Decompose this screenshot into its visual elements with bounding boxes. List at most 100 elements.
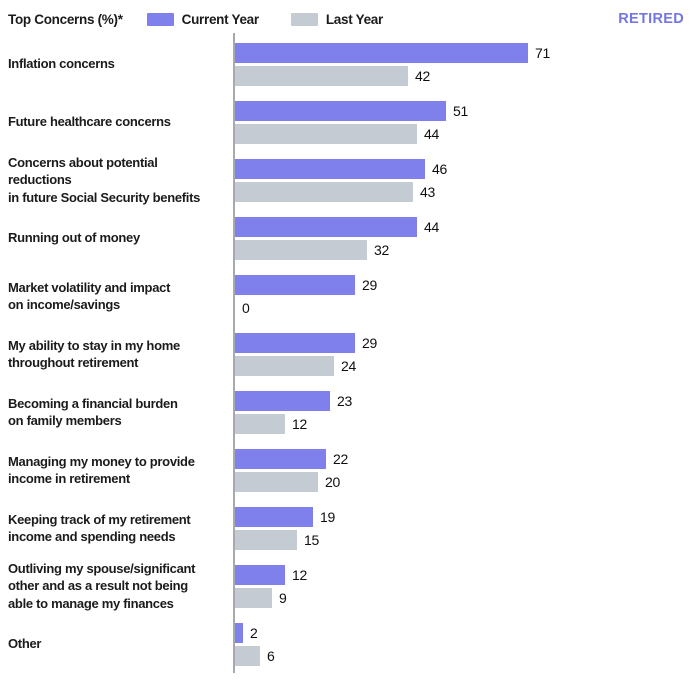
category-label: Keeping track of my retirement income an… [8, 511, 191, 544]
chart-row: Future healthcare concerns 51 44 [0, 93, 690, 151]
bar-last-year [235, 645, 260, 666]
value-label-last-year: 24 [341, 357, 356, 374]
bar-current-year [235, 448, 326, 469]
chart-row: Other 2 6 [0, 615, 690, 673]
value-label-current-year: 12 [292, 566, 307, 583]
value-label-current-year: 19 [320, 508, 335, 525]
category-label: Other [8, 636, 42, 652]
category-label: Managing my money to provide income in r… [8, 453, 195, 486]
value-label-current-year: 2 [250, 624, 258, 641]
bar-last-year [235, 355, 334, 376]
bar-line-current-year: 29 [235, 332, 690, 353]
chart-row: Becoming a financial burden on family me… [0, 383, 690, 441]
bar-current-year [235, 506, 313, 527]
bar-group: 22 20 [233, 448, 690, 492]
bar-group: 51 44 [233, 100, 690, 144]
value-label-last-year: 42 [415, 67, 430, 84]
bar-group: 29 24 [233, 332, 690, 376]
bar-group: 44 32 [233, 216, 690, 260]
bar-line-last-year: 15 [235, 529, 690, 550]
chart-row: Managing my money to provide income in r… [0, 441, 690, 499]
bar-last-year [235, 123, 417, 144]
value-label-current-year: 29 [362, 334, 377, 351]
legend-swatch-last-year [290, 12, 318, 26]
bar-line-last-year: 43 [235, 181, 690, 202]
value-label-last-year: 6 [267, 647, 275, 664]
bar-line-current-year: 22 [235, 448, 690, 469]
bar-last-year [235, 413, 285, 434]
bar-line-current-year: 46 [235, 158, 690, 179]
chart-row: My ability to stay in my home throughout… [0, 325, 690, 383]
value-label-last-year: 12 [292, 415, 307, 432]
bar-current-year [235, 100, 446, 121]
chart-row: Outliving my spouse/significant other an… [0, 557, 690, 615]
bar-group: 12 9 [233, 564, 690, 608]
value-label-last-year: 44 [424, 125, 439, 142]
bar-current-year [235, 622, 243, 643]
chart-row: Concerns about potential reductions in f… [0, 151, 690, 209]
bar-current-year [235, 332, 355, 353]
bar-current-year [235, 274, 355, 295]
bar-line-last-year: 9 [235, 587, 690, 608]
category-label: Inflation concerns [8, 56, 115, 72]
bar-line-current-year: 2 [235, 622, 690, 643]
bar-line-last-year: 6 [235, 645, 690, 666]
bar-line-current-year: 12 [235, 564, 690, 585]
bar-group: 23 12 [233, 390, 690, 434]
bar-line-current-year: 29 [235, 274, 690, 295]
bar-current-year [235, 216, 417, 237]
y-axis-line [233, 33, 235, 673]
bar-line-current-year: 19 [235, 506, 690, 527]
bar-line-last-year: 24 [235, 355, 690, 376]
category-label: Concerns about potential reductions in f… [8, 155, 201, 205]
chart-rows: Inflation concerns 71 42 Future healthca… [0, 35, 690, 673]
bar-last-year [235, 181, 413, 202]
value-label-current-year: 51 [453, 102, 468, 119]
bar-current-year [235, 564, 285, 585]
legend-swatch-current-year [146, 12, 174, 26]
bar-line-last-year: 44 [235, 123, 690, 144]
bar-group: 29 0 [233, 274, 690, 318]
bar-line-last-year: 42 [235, 65, 690, 86]
bar-line-current-year: 44 [235, 216, 690, 237]
value-label-last-year: 43 [420, 183, 435, 200]
category-label: Becoming a financial burden on family me… [8, 395, 178, 428]
bar-group: 2 6 [233, 622, 690, 666]
retired-tag: RETIRED [618, 11, 684, 27]
bar-line-last-year: 32 [235, 239, 690, 260]
chart-row: Keeping track of my retirement income an… [0, 499, 690, 557]
bar-line-current-year: 71 [235, 42, 690, 63]
value-label-current-year: 22 [333, 450, 348, 467]
chart-row: Market volatility and impact on income/s… [0, 267, 690, 325]
bar-line-last-year: 0 [235, 298, 690, 318]
chart-row: Inflation concerns 71 42 [0, 35, 690, 93]
value-label-last-year: 15 [304, 531, 319, 548]
bar-line-last-year: 20 [235, 471, 690, 492]
value-label-last-year: 9 [279, 589, 287, 606]
bar-line-current-year: 23 [235, 390, 690, 411]
bar-group: 19 15 [233, 506, 690, 550]
value-label-last-year: 32 [374, 241, 389, 258]
bar-current-year [235, 390, 330, 411]
bar-last-year [235, 65, 408, 86]
value-label-current-year: 29 [362, 276, 377, 293]
value-label-last-year: 0 [242, 299, 250, 316]
category-label: Market volatility and impact on income/s… [8, 279, 171, 312]
value-label-current-year: 71 [535, 44, 550, 61]
value-label-last-year: 20 [325, 473, 340, 490]
category-label: Outliving my spouse/significant other an… [8, 561, 196, 611]
chart-header: Top Concerns (%)* Current Year Last Year… [8, 8, 684, 30]
bar-current-year [235, 42, 528, 63]
bar-last-year [235, 471, 318, 492]
bar-group: 46 43 [233, 158, 690, 202]
chart-title: Top Concerns (%)* [8, 11, 123, 27]
bar-last-year [235, 587, 272, 608]
legend: Current Year Last Year [146, 11, 383, 27]
category-label: Running out of money [8, 230, 140, 246]
bar-line-last-year: 12 [235, 413, 690, 434]
value-label-current-year: 44 [424, 218, 439, 235]
legend-label-last-year: Last Year [325, 11, 383, 27]
bar-chart: Inflation concerns 71 42 Future healthca… [0, 33, 690, 680]
legend-label-current-year: Current Year [181, 11, 260, 27]
